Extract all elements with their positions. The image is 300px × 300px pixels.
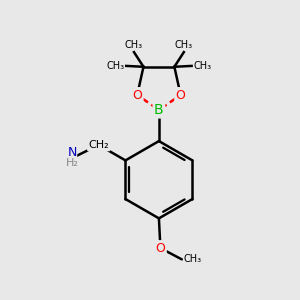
Text: B: B	[154, 103, 164, 117]
Text: CH₂: CH₂	[88, 140, 109, 150]
Text: CH₃: CH₃	[184, 254, 202, 264]
Text: CH₃: CH₃	[194, 61, 212, 71]
Text: O: O	[132, 88, 142, 101]
Text: CH₃: CH₃	[125, 40, 143, 50]
Text: CH₃: CH₃	[106, 61, 124, 71]
Text: N: N	[67, 146, 76, 159]
Text: O: O	[155, 242, 165, 255]
Text: CH₃: CH₃	[175, 40, 193, 50]
Text: H₂: H₂	[65, 158, 78, 168]
Text: O: O	[176, 88, 186, 101]
